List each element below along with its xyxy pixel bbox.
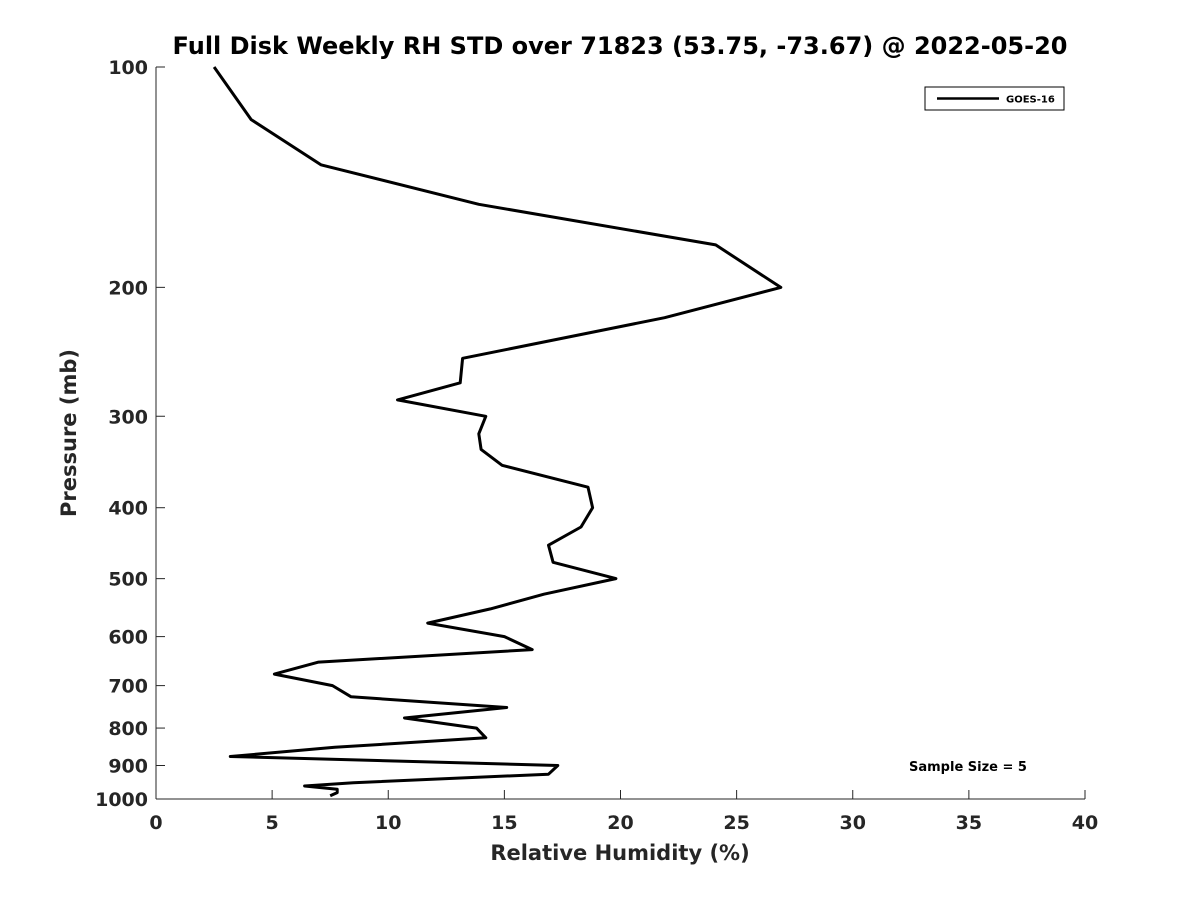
ticks: 0 5 10 15 20 25 30 35 40 100 200 300 400 500 600 700 800…: [95, 57, 1098, 834]
series-group: [212, 66, 783, 798]
y-tick-label: 600: [108, 627, 148, 649]
axes: [155, 67, 1085, 800]
x-tick-label: 35: [956, 812, 982, 834]
legend: GOES-16: [924, 86, 1065, 111]
chart-title: Full Disk Weekly RH STD over 71823 (53.7…: [173, 32, 1068, 60]
x-tick-label: 0: [149, 812, 162, 834]
y-tick-label: 1000: [95, 789, 148, 811]
x-tick-label: 5: [266, 812, 279, 834]
sample-size-annotation: Sample Size = 5: [909, 760, 1027, 775]
x-tick-label: 25: [723, 812, 749, 834]
x-tick-label: 40: [1072, 812, 1098, 834]
series-line-goes-16: [212, 66, 783, 798]
x-tick-label: 10: [375, 812, 401, 834]
y-tick-label: 200: [108, 277, 148, 299]
x-tick-label: 30: [840, 812, 866, 834]
y-tick-label: 800: [108, 718, 148, 740]
y-tick-label: 300: [108, 406, 148, 428]
y-tick-label: 400: [108, 498, 148, 520]
y-axis-label: Pressure (mb): [57, 349, 81, 517]
x-tick-label: 15: [491, 812, 517, 834]
y-tick-label: 100: [108, 57, 148, 79]
y-tick-label: 900: [108, 756, 148, 778]
legend-entry-label: GOES-16: [1006, 95, 1055, 106]
x-tick-label: 20: [607, 812, 633, 834]
x-axis-label: Relative Humidity (%): [490, 841, 749, 865]
y-tick-label: 700: [108, 676, 148, 698]
y-tick-label: 500: [108, 569, 148, 591]
